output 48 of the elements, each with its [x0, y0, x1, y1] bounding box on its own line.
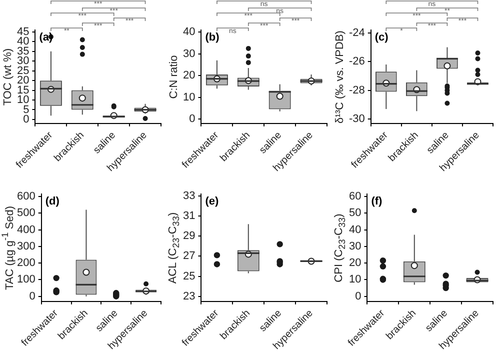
y-tick-label: 31	[182, 210, 196, 222]
y-tick-label: 0	[23, 113, 30, 126]
y-tick-label: -28	[348, 84, 365, 96]
y-tick-label: 20	[348, 257, 362, 270]
y-tick-label: 60	[348, 190, 362, 203]
chart-title: (a)	[39, 32, 54, 44]
y-tick-label: 0	[189, 113, 196, 126]
y-tick-label: 100	[16, 274, 36, 286]
y-tick-label: 20	[182, 70, 196, 82]
y-tick-label: 25	[182, 270, 196, 282]
y-tick-label: 10	[16, 94, 30, 106]
y-tick-label: 50	[348, 207, 362, 220]
y-tick-label: 300	[16, 240, 36, 252]
y-tick-label: 600	[16, 190, 36, 203]
chart-title: (b)	[205, 32, 220, 44]
y-tick-label: -24	[348, 26, 365, 39]
y-tick-label: 29	[182, 230, 196, 242]
y-tick-label: 25	[16, 64, 30, 77]
chart-title: (e)	[205, 196, 220, 208]
y-tick-label: 10	[348, 274, 362, 286]
y-tick-label: 40	[348, 224, 362, 236]
y-tick-label: 40	[182, 26, 196, 38]
y-tick-label: 45	[16, 26, 30, 38]
y-tick-label: 500	[16, 207, 36, 220]
y-tick-label: 200	[16, 257, 36, 270]
y-tick-label: 20	[16, 74, 30, 87]
y-tick-label: 30	[348, 240, 362, 252]
chart-title: (c)	[374, 32, 389, 44]
y-tick-label: 35	[16, 45, 30, 58]
y-tick-label: 23	[182, 290, 196, 302]
y-tick-label: 40	[16, 36, 30, 48]
y-tick-label: 33	[182, 190, 196, 202]
y-axis-title: δ¹³C (‰ vs. VPDB)	[334, 30, 346, 124]
y-tick-label: -26	[348, 56, 365, 68]
chart-title: (f)	[371, 196, 383, 208]
y-tick-label: 30	[182, 48, 196, 60]
y-tick-label: 5	[23, 104, 30, 116]
y-tick-label: 15	[16, 84, 30, 96]
y-tick-label: 400	[16, 224, 36, 236]
y-axis-title: TOC (wt %)	[2, 48, 14, 106]
y-tick-label: -30	[348, 113, 365, 126]
y-axis-title: C:N ratio	[168, 54, 180, 98]
y-tick-label: 0	[355, 290, 362, 302]
chart-title: (d)	[45, 196, 60, 208]
y-tick-label: 10	[182, 91, 196, 104]
y-tick-label: 27	[182, 250, 196, 262]
y-tick-label: 0	[29, 290, 36, 302]
y-tick-label: 30	[16, 55, 30, 68]
